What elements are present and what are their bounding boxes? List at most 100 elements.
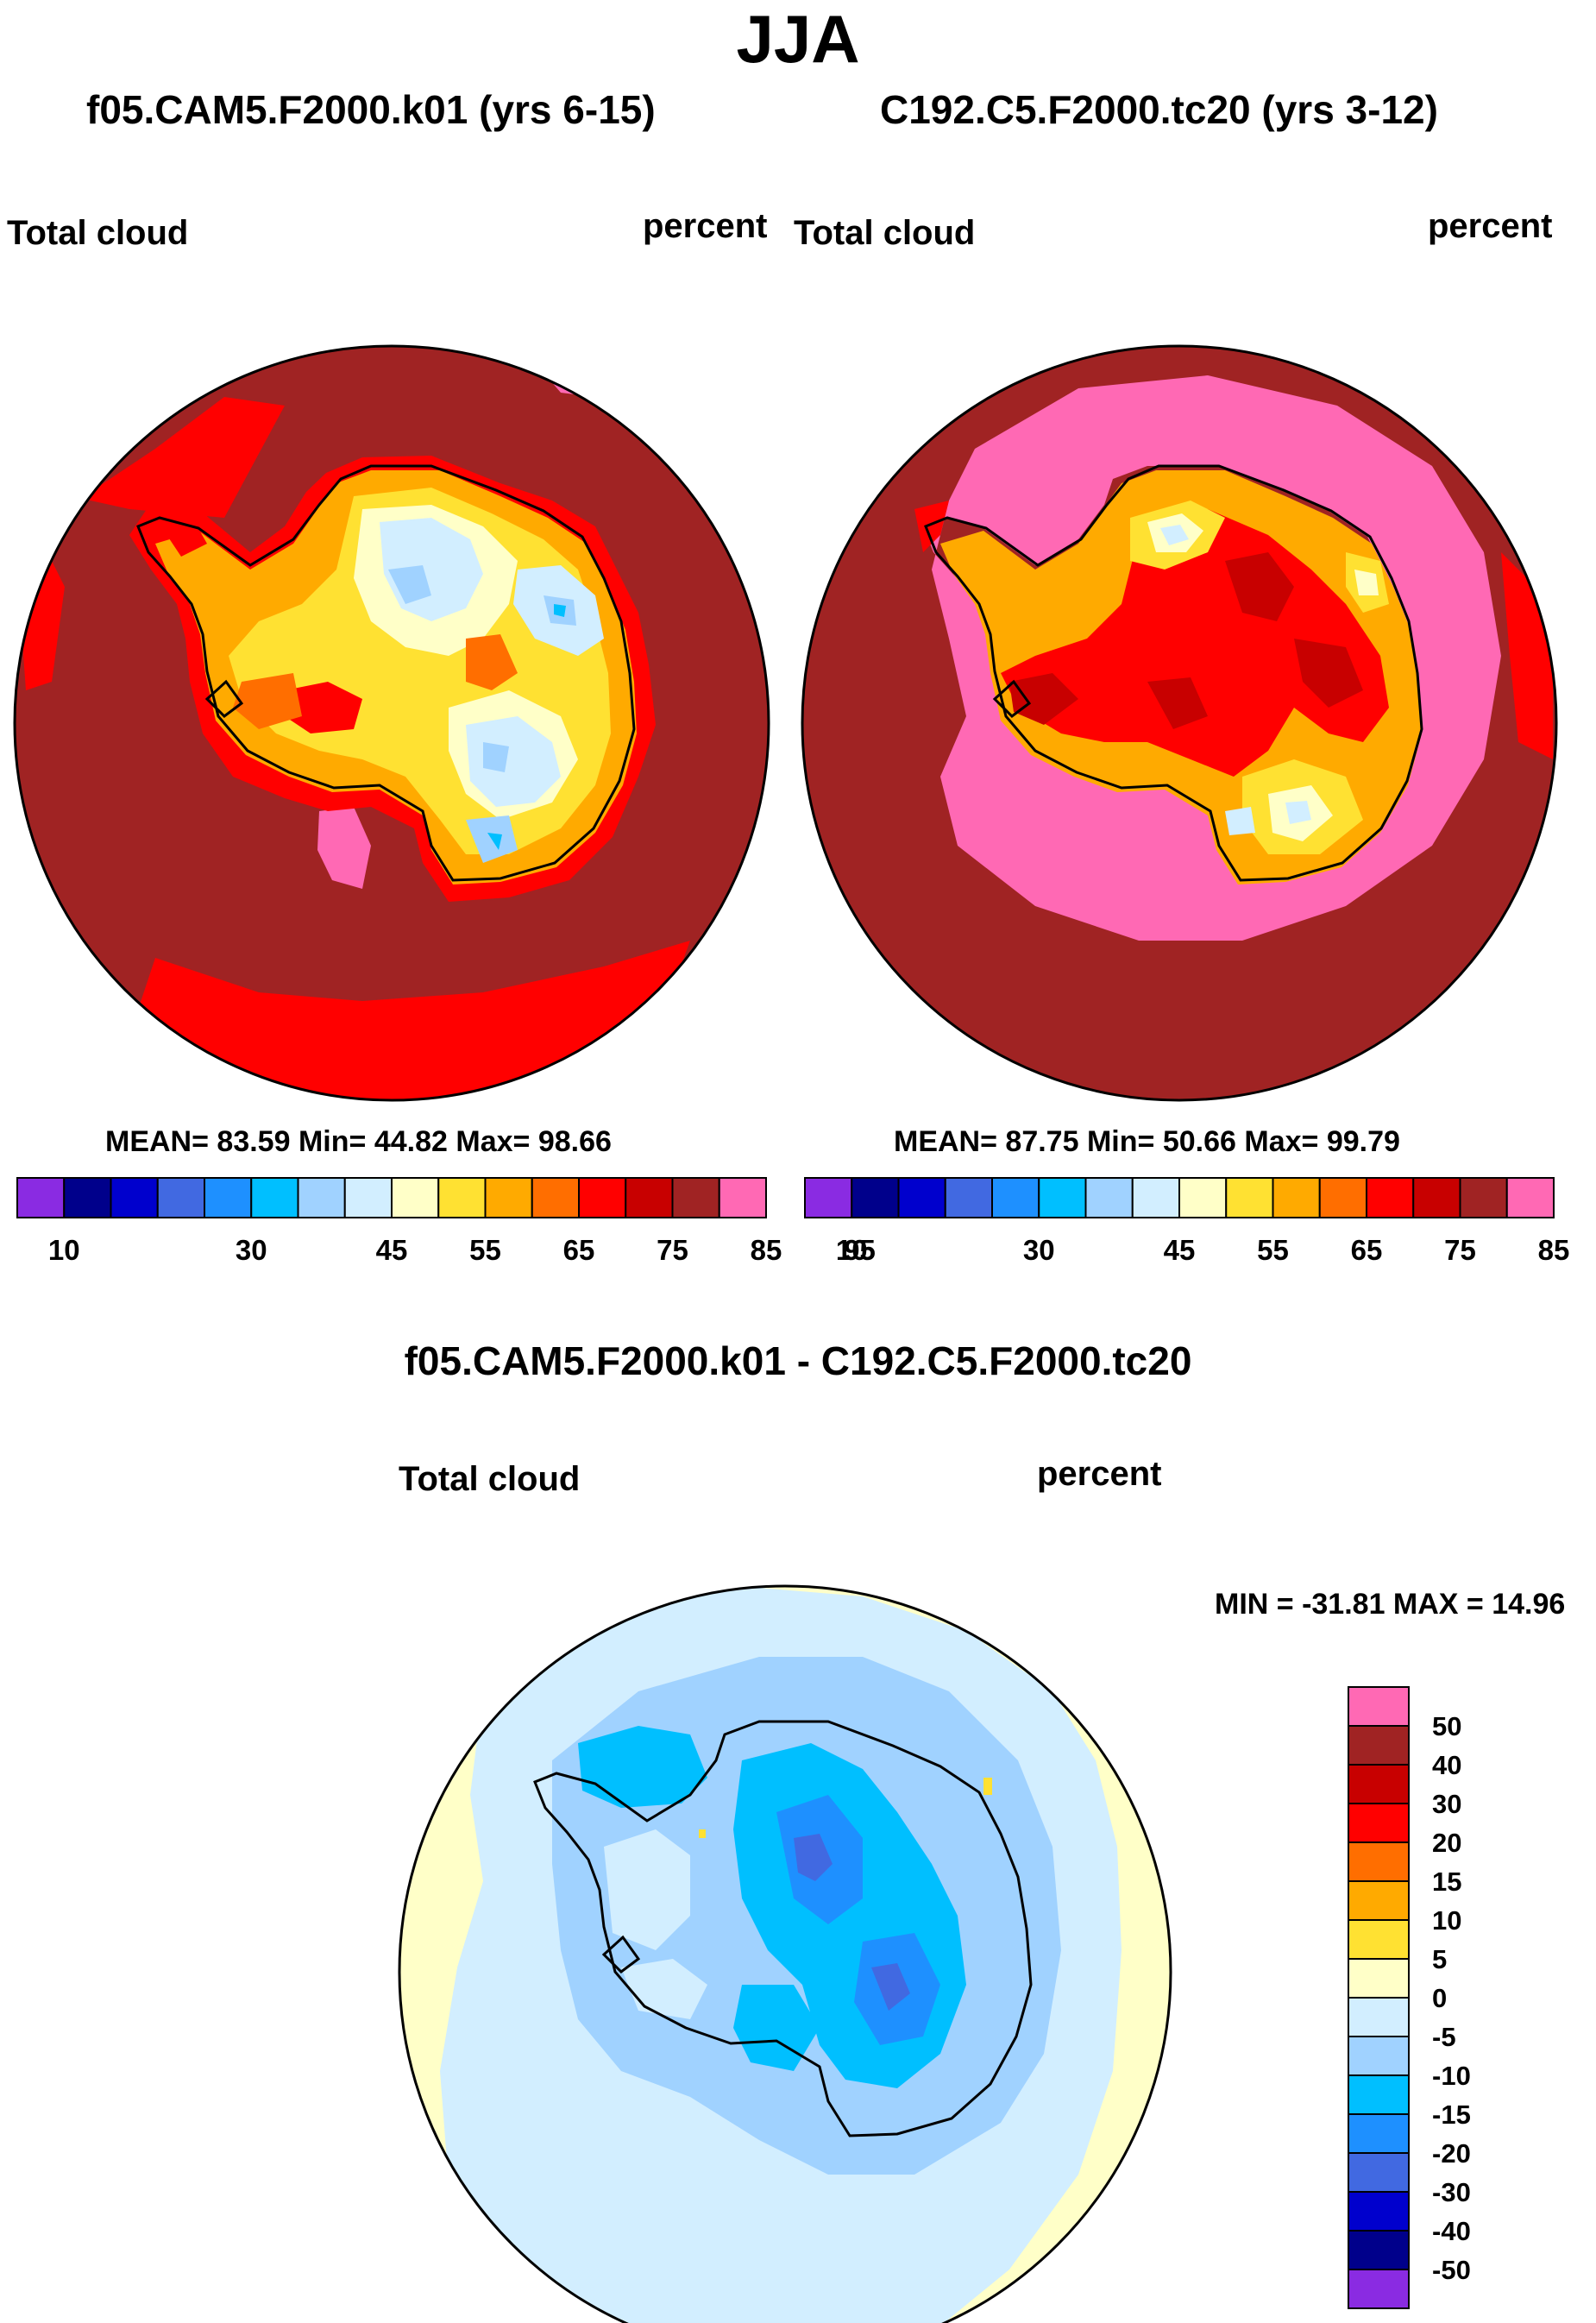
panel2-mean-value: 87.75	[1005, 1125, 1079, 1158]
colorbar-diff-tick-2: 30	[1432, 1789, 1461, 1819]
colorbar-diff-tick-0: 50	[1432, 1711, 1461, 1741]
colorbar-diff-swatch-15	[1348, 2269, 1410, 2309]
colorbar-1-tick-1: 30	[236, 1234, 267, 1266]
panel1-max-value: 98.66	[537, 1125, 612, 1158]
colorbar-2-swatch-2	[897, 1177, 946, 1218]
colorbar-2-swatch-7	[1131, 1177, 1180, 1218]
map1-coast	[136, 464, 636, 882]
colorbar-1-swatch-3	[156, 1177, 205, 1218]
colorbar-diff-tick-7: 0	[1432, 1983, 1447, 2013]
colorbar-diff-swatch-3	[1348, 1803, 1410, 1843]
panel1-mean-label: MEAN=	[105, 1125, 209, 1158]
colorbar-2-swatch-8	[1178, 1177, 1228, 1218]
colorbar-1-swatch-15	[718, 1177, 767, 1218]
colorbar-2-swatch-0	[804, 1177, 853, 1218]
colorbar-2-tick-6: 85	[1538, 1234, 1570, 1266]
colorbar-diff-tick-5: 10	[1432, 1905, 1461, 1936]
colorbar-1-swatch-9	[437, 1177, 487, 1218]
colorbar-1-swatch-10	[484, 1177, 533, 1218]
colorbar-1-tick-3: 55	[469, 1234, 501, 1266]
colorbar-1-swatch-14	[671, 1177, 720, 1218]
diff-variable-label: Total cloud	[399, 1460, 581, 1498]
colorbar-diff-tick-8: -5	[1432, 2022, 1456, 2052]
panel1-stats: MEAN= 83.59 Min= 44.82 Max= 98.66	[105, 1125, 612, 1159]
colorbar-diff-swatch-4	[1348, 1841, 1410, 1882]
map2-pink-ring	[923, 375, 1501, 941]
colorbar-diff-swatch-5	[1348, 1880, 1410, 1921]
map1-orange-strip	[233, 634, 518, 729]
colorbar-1-tick-0: 10	[48, 1234, 80, 1266]
colorbar-2-tick-4: 65	[1351, 1234, 1383, 1266]
map1	[15, 346, 769, 1100]
colorbar-diff-tick-3: 20	[1432, 1828, 1461, 1858]
panel1-title: f05.CAM5.F2000.k01 (yrs 6-15)	[86, 87, 656, 132]
colorbar-diff-swatch-7	[1348, 1958, 1410, 1999]
colorbar-2-swatch-9	[1225, 1177, 1274, 1218]
colorbar-diff-tick-11: -20	[1432, 2138, 1471, 2169]
colorbar-2-tick-3: 55	[1257, 1234, 1289, 1266]
colorbar-diff-swatch-13	[1348, 2191, 1410, 2232]
colorbar-diff-swatch-11	[1348, 2113, 1410, 2154]
colorbar-diff-swatch-12	[1348, 2152, 1410, 2193]
colorbar-2-swatch-4	[991, 1177, 1040, 1218]
colorbar-1-tick-4: 65	[563, 1234, 595, 1266]
colorbar-diff-swatch-6	[1348, 1919, 1410, 1960]
colorbar-diff-swatch-9	[1348, 2036, 1410, 2076]
colorbar-1-tick-6: 85	[751, 1234, 782, 1266]
colorbar-1-swatch-4	[204, 1177, 253, 1218]
colorbar-2-swatch-11	[1318, 1177, 1367, 1218]
colorbar-1-swatch-12	[578, 1177, 627, 1218]
map2-ice-cream	[1147, 513, 1379, 841]
panel1-mean-value: 83.59	[217, 1125, 291, 1158]
colorbar-diff-tick-10: -15	[1432, 2100, 1471, 2130]
colorbar-diff-tick-9: -10	[1432, 2061, 1471, 2091]
map3-coast	[533, 1720, 1033, 2137]
colorbar-1: 10 30 45 55 65 75 85 95	[16, 1177, 876, 1266]
map2-ice-darkred	[1009, 552, 1363, 729]
colorbar-2-swatch-10	[1272, 1177, 1321, 1218]
panel2-units-label: percent	[1428, 207, 1553, 245]
map3-royal-blue	[794, 1834, 910, 2011]
colorbar-1-tick-7: 95	[844, 1234, 876, 1266]
colorbar-2-swatch-6	[1084, 1177, 1134, 1218]
map3-border	[398, 1584, 1172, 2323]
panel1-units-label: percent	[643, 207, 768, 245]
colorbar-2-tick-1: 30	[1023, 1234, 1055, 1266]
panel1-max-label: Max=	[456, 1125, 531, 1158]
map2-border	[801, 344, 1558, 1102]
diff-minmax-label: MIN = -31.81 MAX = 14.96	[1215, 1588, 1566, 1621]
colorbar-diff-swatch-8	[1348, 1997, 1410, 2037]
colorbar-2-swatch-12	[1366, 1177, 1415, 1218]
diff-title: f05.CAM5.F2000.k01 - C192.C5.F2000.tc20	[404, 1338, 1192, 1383]
colorbar-2-tick-2: 45	[1164, 1234, 1196, 1266]
colorbar-2-swatch-5	[1038, 1177, 1087, 1218]
colorbar-diff-swatch-14	[1348, 2230, 1410, 2270]
colorbar-2-swatch-14	[1459, 1177, 1508, 1218]
colorbar-1-tick-2: 45	[376, 1234, 408, 1266]
colorbar-diff-tick-12: -30	[1432, 2177, 1471, 2207]
panel1-variable-label: Total cloud	[7, 214, 189, 252]
panel2-mean-label: MEAN=	[894, 1125, 997, 1158]
map2	[802, 346, 1556, 1100]
colorbar-1-swatch-6	[297, 1177, 346, 1218]
map3	[399, 1586, 1171, 2323]
colorbar-1-swatch-5	[250, 1177, 299, 1218]
map1-ice-lightblue	[380, 518, 604, 807]
colorbar-1-tick-5: 75	[657, 1234, 688, 1266]
map1-ice-blue	[388, 565, 576, 863]
map1-border	[13, 344, 770, 1102]
panel2-title: C192.C5.F2000.tc20 (yrs 3-12)	[880, 87, 1438, 132]
main-title: JJA	[736, 1, 860, 77]
panel1-min-label: Min=	[298, 1125, 367, 1158]
map3-lightblue-interior	[604, 1829, 707, 2019]
colorbar-1-swatch-13	[625, 1177, 674, 1218]
colorbar-diff-tick-6: 5	[1432, 1944, 1447, 1974]
colorbar-diff-tick-4: 15	[1432, 1867, 1461, 1897]
map2-coast	[924, 464, 1423, 882]
panel2-min-value: 50.66	[1162, 1125, 1236, 1158]
panel2-max-label: Max=	[1244, 1125, 1319, 1158]
colorbar-diff-tick-14: -50	[1432, 2255, 1471, 2285]
panel2-stats: MEAN= 87.75 Min= 50.66 Max= 99.79	[894, 1125, 1400, 1159]
colorbar-diff-tick-1: 40	[1432, 1750, 1461, 1780]
